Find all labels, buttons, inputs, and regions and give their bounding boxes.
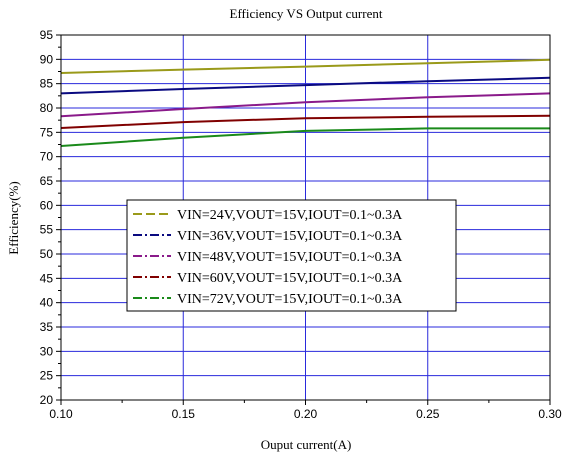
y-tick-label: 65 — [40, 174, 54, 188]
y-tick-label: 60 — [40, 198, 54, 212]
x-tick-label: 0.10 — [49, 407, 73, 421]
series-line-1 — [60, 58, 551, 74]
y-tick-label: 90 — [40, 52, 54, 66]
x-tick-label: 0.15 — [172, 407, 196, 421]
series-group — [60, 58, 551, 147]
y-tick-label: 40 — [40, 296, 54, 310]
y-axis-label: Efficiency(%) — [6, 181, 21, 254]
x-tick-label: 0.30 — [538, 407, 562, 421]
y-tick-label: 20 — [40, 393, 54, 407]
series-line-2 — [60, 76, 551, 95]
x-tick-label: 0.25 — [416, 407, 440, 421]
legend: VIN=24V,VOUT=15V,IOUT=0.1~0.3A VIN=36V,VO… — [126, 199, 457, 312]
x-axis-label: Ouput current(A) — [261, 437, 352, 452]
axis-ticks: 0.10 0.15 0.20 0.25 0.30 20 25 30 35 40 45 50 55 60 65… — [40, 28, 562, 421]
chart-title: Efficiency VS Output current — [230, 6, 383, 21]
y-tick-label: 75 — [40, 125, 54, 139]
y-tick-label: 30 — [40, 344, 54, 358]
legend-label-1: VIN=24V,VOUT=15V,IOUT=0.1~0.3A — [177, 208, 403, 223]
y-tick-label: 35 — [40, 320, 54, 334]
legend-box — [126, 199, 457, 312]
y-tick-label: 80 — [40, 101, 54, 115]
legend-label-4: VIN=60V,VOUT=15V,IOUT=0.1~0.3A — [177, 271, 403, 286]
y-tick-label: 45 — [40, 271, 54, 285]
x-tick-label: 0.20 — [294, 407, 318, 421]
series-line-5 — [60, 127, 550, 147]
series-line-4 — [60, 114, 551, 129]
y-tick-label: 55 — [40, 223, 54, 237]
legend-label-2: VIN=36V,VOUT=15V,IOUT=0.1~0.3A — [177, 229, 403, 244]
y-tick-label: 70 — [40, 150, 54, 164]
y-tick-label: 95 — [40, 28, 54, 42]
y-tick-label: 50 — [40, 247, 54, 261]
y-tick-label: 85 — [40, 77, 54, 91]
y-tick-label: 25 — [40, 369, 54, 383]
legend-label-3: VIN=48V,VOUT=15V,IOUT=0.1~0.3A — [177, 250, 403, 265]
legend-label-5: VIN=72V,VOUT=15V,IOUT=0.1~0.3A — [177, 292, 403, 307]
series-line-3 — [60, 92, 551, 118]
